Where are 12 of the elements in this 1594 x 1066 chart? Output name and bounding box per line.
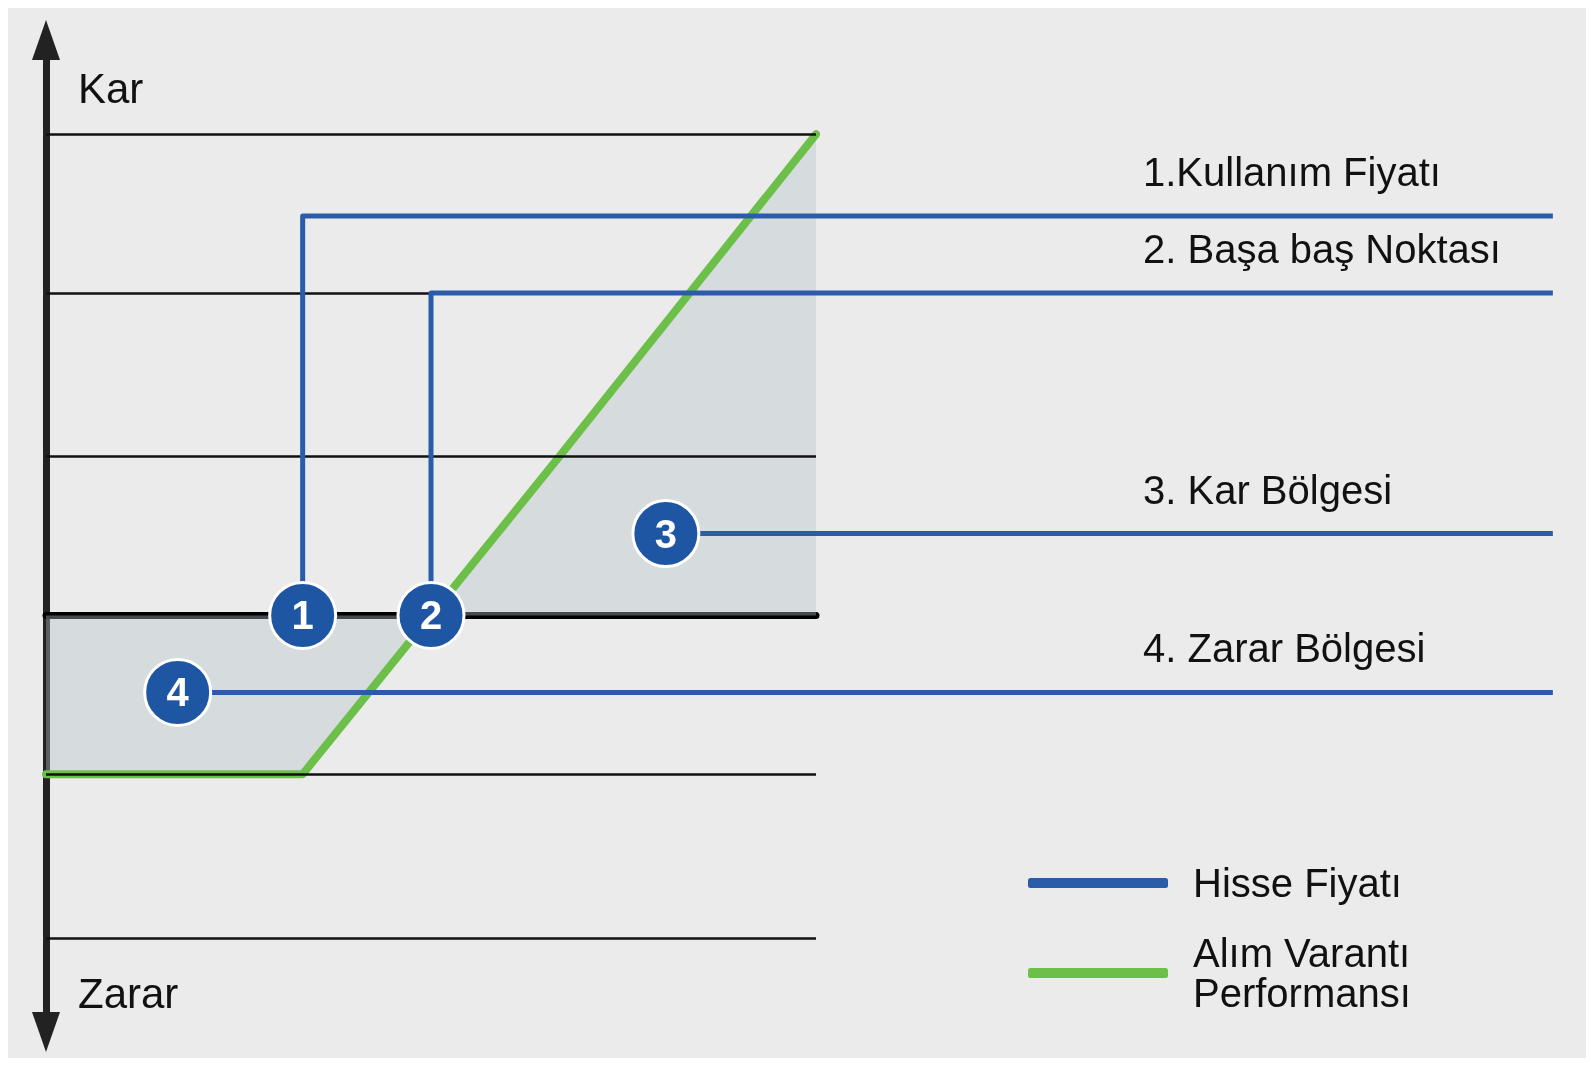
annotation: 3 (654, 511, 677, 556)
text: Zarar (78, 970, 179, 1017)
annotation: 4 (166, 670, 190, 715)
text: Kar (78, 65, 144, 112)
ref-line-label: 2. Başa baş Noktası (1143, 227, 1501, 272)
annotation: 1 (291, 593, 314, 638)
legend-label: Hisse Fiyatı (1193, 861, 1402, 905)
ref-line-label: 1.Kullanım Fiyatı (1143, 150, 1441, 195)
ref-line-label: 3. Kar Bölgesi (1143, 467, 1393, 512)
legend-label: Alım Varantı Performansı (1193, 931, 1422, 1015)
ref-line-label: 4. Zarar Bölgesi (1143, 626, 1426, 671)
annotation: 2 (419, 593, 443, 638)
